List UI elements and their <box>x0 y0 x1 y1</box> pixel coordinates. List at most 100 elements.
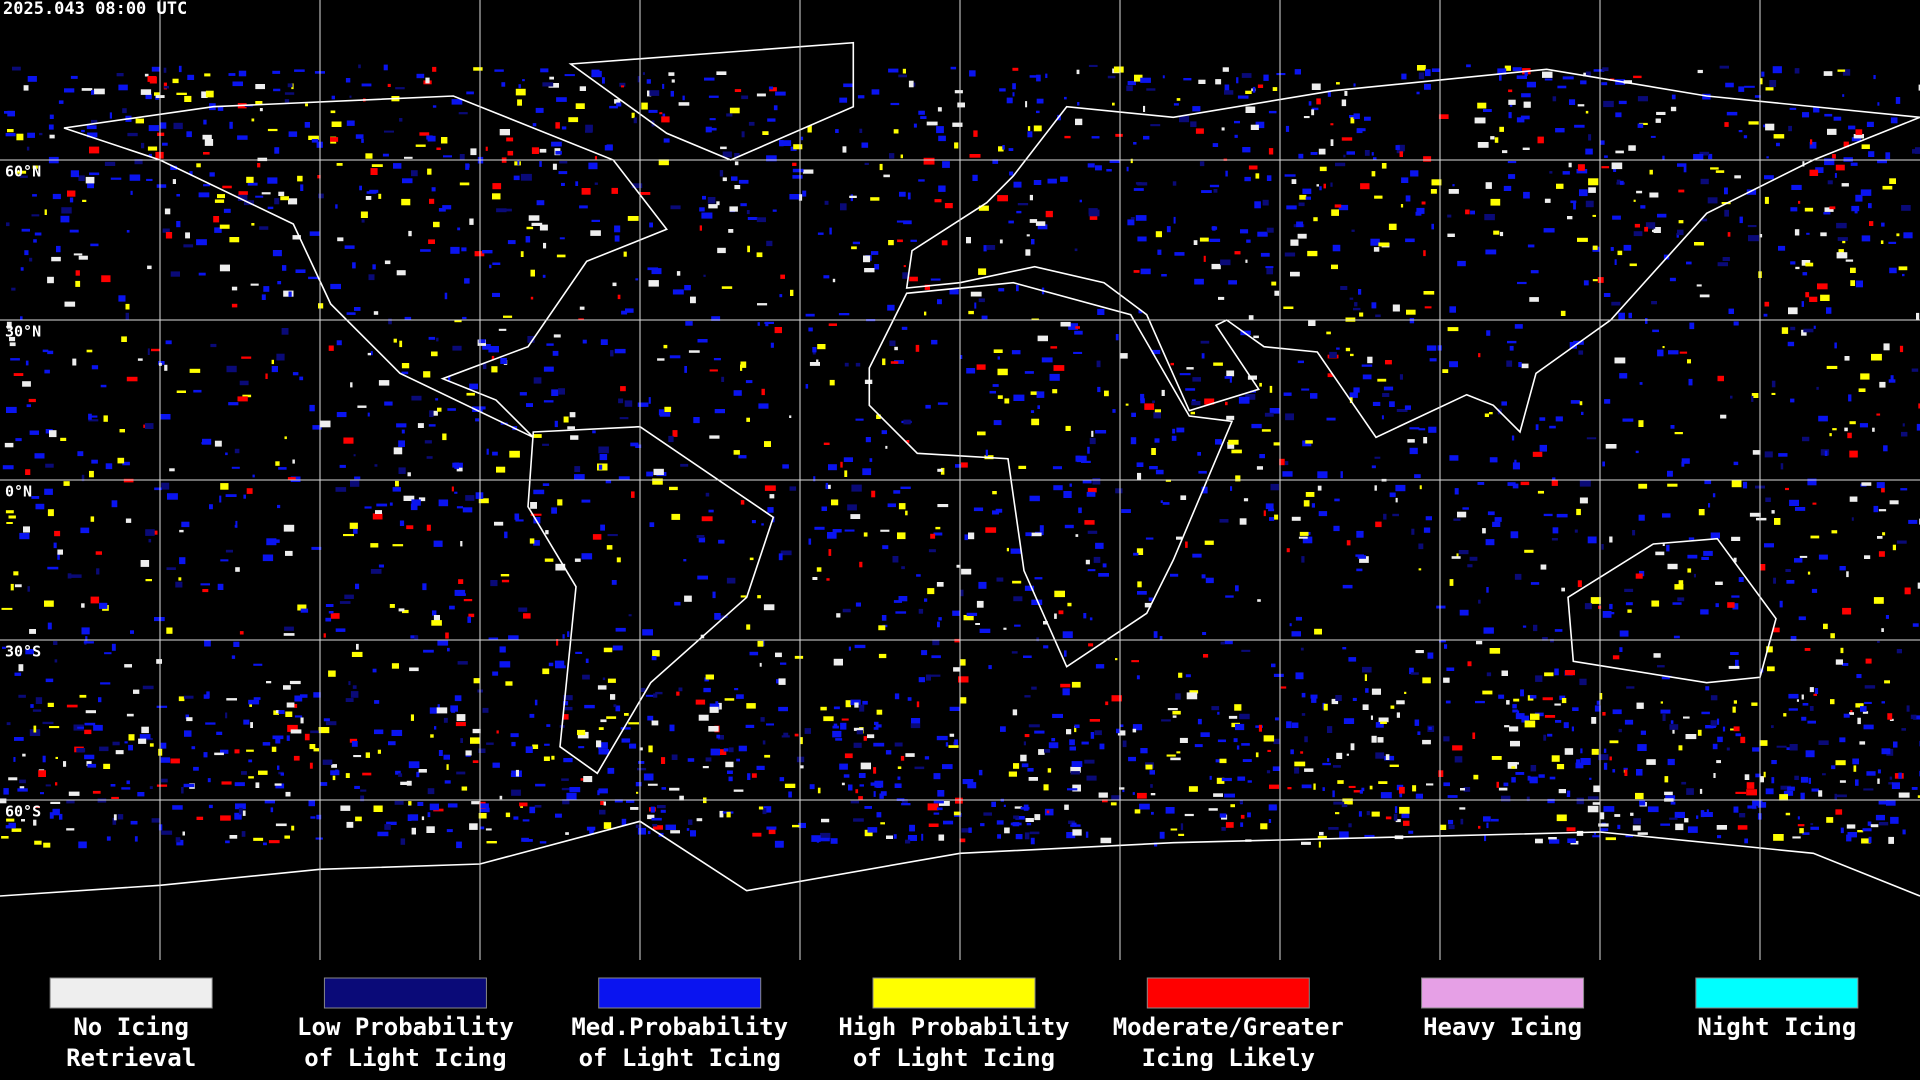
icing-cell <box>1747 225 1757 228</box>
icing-cell <box>610 350 614 357</box>
icing-cell <box>364 506 372 509</box>
icing-cell <box>1194 278 1204 285</box>
icing-cell <box>90 243 99 247</box>
icing-cell <box>1670 425 1675 429</box>
icing-cell <box>1802 832 1810 835</box>
icing-cell <box>248 759 253 763</box>
icing-cell <box>1443 677 1450 683</box>
coastline <box>905 68 1920 439</box>
icing-cell <box>1618 728 1622 733</box>
icing-cell <box>997 395 1003 399</box>
icing-cell <box>1013 181 1022 188</box>
icing-cell <box>1756 517 1767 521</box>
icing-cell <box>802 190 807 197</box>
icing-cell <box>1132 792 1135 795</box>
icing-cell <box>1348 785 1356 788</box>
icing-cell <box>1064 804 1069 810</box>
icing-cell <box>530 513 542 516</box>
icing-cell <box>1790 398 1795 403</box>
icing-cell <box>1264 412 1274 417</box>
icing-cell <box>898 503 906 510</box>
icing-cell <box>1588 134 1592 141</box>
icing-cell <box>288 291 292 297</box>
icing-cell <box>1449 361 1458 368</box>
icing-cell <box>127 132 138 137</box>
icing-cell <box>1603 293 1611 297</box>
icing-cell <box>220 559 229 562</box>
icing-cell <box>160 414 171 420</box>
icing-cell <box>1614 814 1621 817</box>
icing-cell <box>271 359 274 365</box>
icing-cell <box>988 665 992 670</box>
icing-cell <box>1605 444 1617 449</box>
icing-cell <box>63 761 67 767</box>
icing-cell <box>1039 525 1044 532</box>
icing-cell <box>1537 136 1544 144</box>
icing-cell <box>809 784 815 790</box>
icing-cell <box>999 88 1006 92</box>
icing-cell <box>1201 574 1206 579</box>
icing-cell <box>648 397 651 404</box>
icing-cell <box>1876 413 1881 416</box>
icing-cell <box>997 834 1001 839</box>
icing-cell <box>167 493 178 500</box>
icing-cell <box>1660 709 1671 714</box>
icing-cell <box>456 841 462 849</box>
icing-cell <box>760 717 765 722</box>
icing-cell <box>823 275 830 279</box>
icing-cell <box>1150 784 1153 788</box>
icing-cell <box>1514 573 1522 580</box>
icing-cell <box>1119 724 1124 727</box>
icing-cell <box>430 734 434 738</box>
icing-cell <box>1851 205 1860 212</box>
icing-cell <box>554 660 565 666</box>
icing-cell <box>411 395 422 401</box>
icing-cell <box>1255 173 1260 179</box>
icing-cell <box>944 203 953 209</box>
icing-cell <box>1763 313 1768 317</box>
icing-cell <box>707 197 716 204</box>
icing-cell <box>853 727 864 731</box>
icing-cell <box>905 839 911 844</box>
icing-cell <box>11 828 22 832</box>
icing-cell <box>182 831 185 836</box>
icing-cell <box>90 516 95 522</box>
icing-cell <box>1836 252 1848 259</box>
icing-cell <box>1584 603 1592 610</box>
icing-cell <box>246 176 254 183</box>
icing-cell <box>1744 838 1748 844</box>
icing-cell <box>1624 719 1634 725</box>
icing-cell <box>1666 544 1670 552</box>
icing-cell <box>1841 663 1849 666</box>
icing-cell <box>1247 812 1251 818</box>
legend-swatch <box>598 977 762 1009</box>
icing-cell <box>669 787 680 791</box>
icing-cell <box>701 516 713 522</box>
icing-cell <box>1144 403 1155 410</box>
icing-cell <box>1212 226 1216 231</box>
icing-cell <box>410 714 414 721</box>
icing-cell <box>1317 835 1327 840</box>
icing-cell <box>52 808 60 816</box>
icing-cell <box>234 448 240 454</box>
icing-cell <box>1834 173 1837 178</box>
icing-cell <box>1371 735 1377 743</box>
icing-cell <box>1300 647 1304 651</box>
icing-cell <box>1489 457 1498 463</box>
icing-cell <box>1771 380 1776 388</box>
icing-cell <box>1314 628 1322 635</box>
icing-cell <box>1268 110 1277 114</box>
icing-cell <box>1382 393 1390 397</box>
icing-cell <box>1556 814 1567 822</box>
icing-cell <box>1802 272 1808 276</box>
icing-cell <box>1311 503 1315 508</box>
icing-cell <box>1353 790 1363 793</box>
icing-cell <box>1069 739 1075 746</box>
icing-cell <box>344 245 355 249</box>
icing-cell <box>1624 588 1634 592</box>
icing-cell <box>1318 148 1326 155</box>
icing-cell <box>1405 195 1411 202</box>
icing-cell <box>1618 100 1627 105</box>
icing-cell <box>1086 491 1096 497</box>
icing-cell <box>723 748 729 752</box>
